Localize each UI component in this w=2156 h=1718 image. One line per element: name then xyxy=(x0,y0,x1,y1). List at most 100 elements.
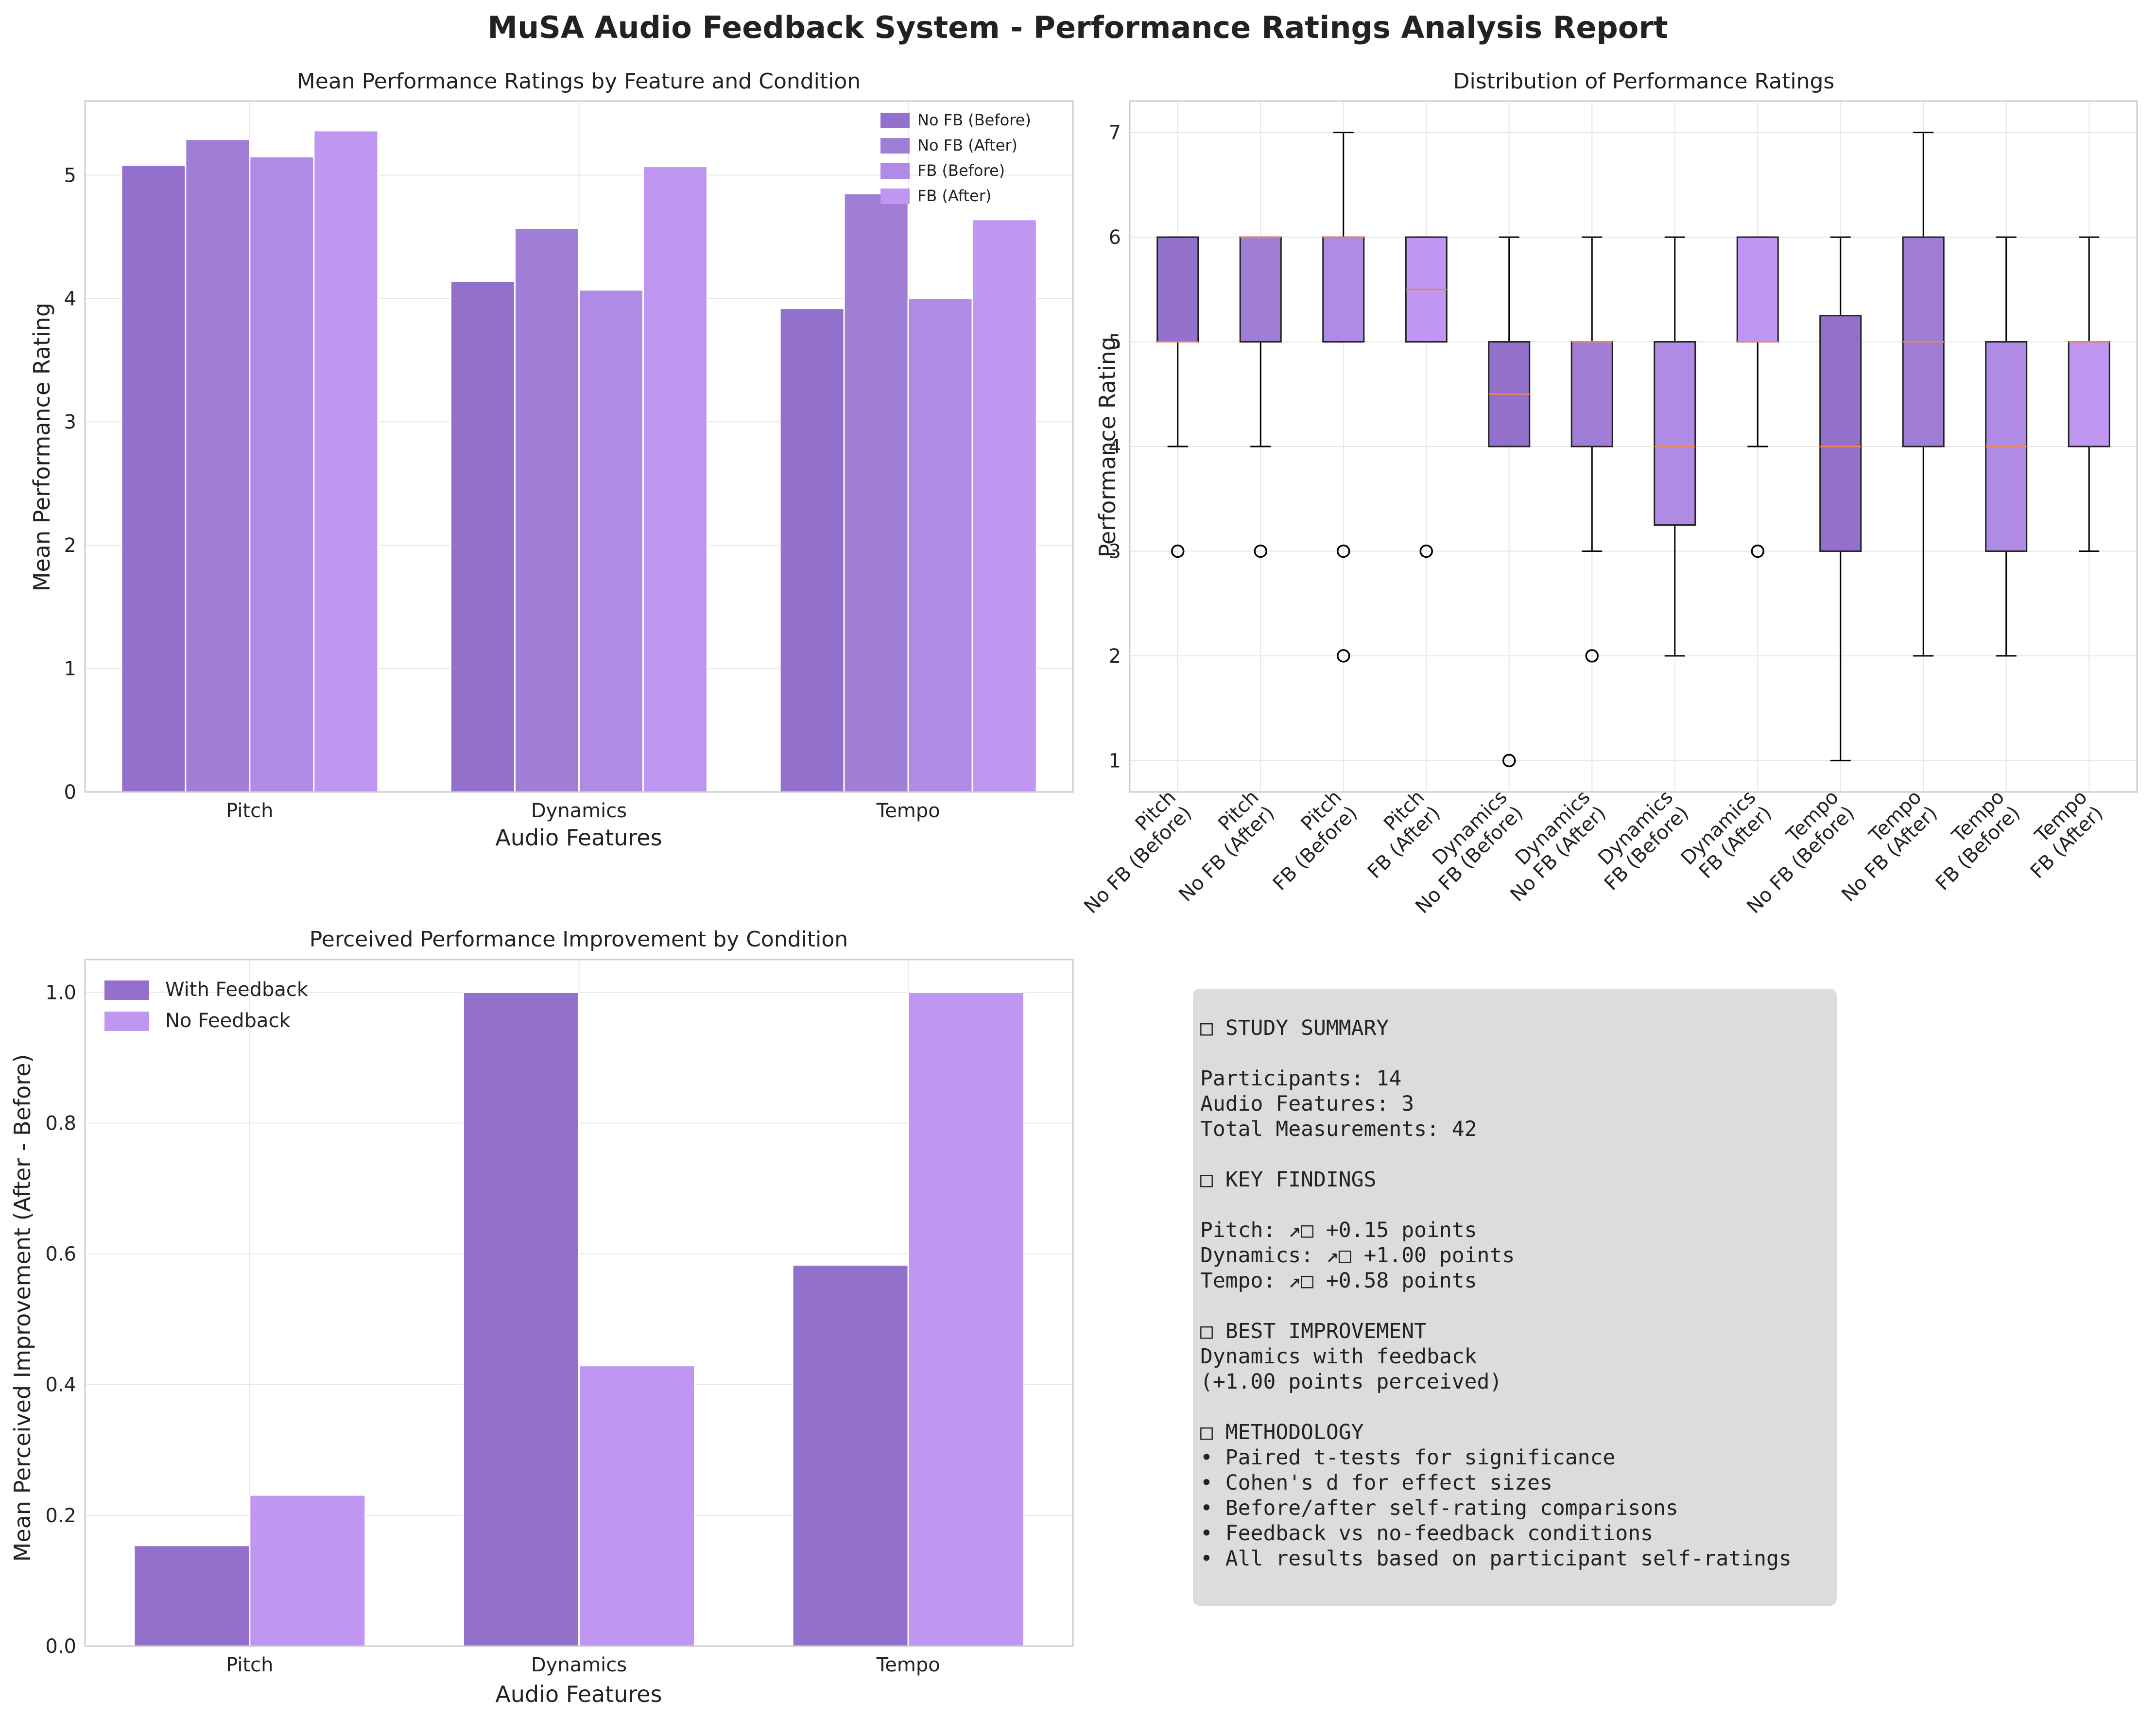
panel2-box xyxy=(1819,315,1862,552)
panel3-legend-label: With Feedback xyxy=(165,979,309,1001)
panel2-frame xyxy=(1129,100,2138,793)
panel1-bar xyxy=(971,219,1037,793)
summary-line xyxy=(1200,1293,1792,1319)
summary-line xyxy=(1200,1192,1792,1218)
panel2-outlier-point xyxy=(1171,544,1185,558)
summary-line: □ STUDY SUMMARY xyxy=(1200,1016,1389,1040)
summary-line: Tempo: ↗□ +0.58 points xyxy=(1200,1269,1477,1293)
panel2-title: Distribution of Performance Ratings xyxy=(1453,69,1835,94)
panel1-legend-swatch xyxy=(880,113,910,128)
panel2-outlier-point xyxy=(1419,544,1433,558)
panel3-bar xyxy=(792,1264,909,1647)
panel3-ytick-label: 0.8 xyxy=(45,1112,76,1134)
panel2-box xyxy=(1570,341,1613,447)
panel1-ytick-label: 0 xyxy=(64,781,76,804)
panel3-xtick-label: Tempo xyxy=(876,1654,940,1676)
ratings-distribution-box-plot: Distribution of Performance Ratings Perf… xyxy=(1064,69,2138,918)
panel1-bar xyxy=(249,155,315,793)
panel2-xtick-label: TempoFB (After) xyxy=(2010,786,2107,883)
panel2-ylabel: Performance Rating xyxy=(1094,337,1121,557)
panel2-box xyxy=(1736,236,1779,343)
panel3-title: Perceived Performance Improvement by Con… xyxy=(310,927,848,952)
panel1-frame xyxy=(84,100,1074,793)
summary-line: • Feedback vs no-feedback conditions xyxy=(1200,1521,1653,1546)
panel1-ytick-label: 2 xyxy=(64,534,76,557)
panel2-box xyxy=(1156,236,1199,343)
summary-line xyxy=(1200,1142,1792,1167)
panel1-ytick-label: 4 xyxy=(64,288,76,310)
panel2-box xyxy=(1654,341,1696,526)
panel3-bar xyxy=(907,991,1025,1647)
panel3-legend-swatch xyxy=(104,980,149,1000)
panel3-xtick-label: Pitch xyxy=(226,1654,273,1676)
figure-suptitle: MuSA Audio Feedback System - Performance… xyxy=(487,10,1668,45)
panel1-bar xyxy=(843,192,909,793)
panel3-ytick-label: 0.4 xyxy=(45,1374,76,1396)
summary-line: • Cohen's d for effect sizes xyxy=(1200,1471,1552,1495)
panel1-bar xyxy=(185,138,251,793)
panel3-bar xyxy=(463,991,580,1647)
summary-line: □ METHODOLOGY xyxy=(1200,1420,1364,1444)
panel2-xtick-label: PitchFB (After) xyxy=(1347,786,1445,883)
panel3-ytick-label: 1.0 xyxy=(45,981,76,1004)
summary-line: • Paired t-tests for significance xyxy=(1200,1445,1616,1470)
panel1-ytick-label: 1 xyxy=(64,658,76,680)
panel2-outlier-point xyxy=(1585,649,1599,663)
panel1-bar xyxy=(514,227,580,793)
panel2-ytick-label: 4 xyxy=(1109,436,1121,458)
panel2-outlier-point xyxy=(1502,754,1516,768)
panel1-legend-label: FB (After) xyxy=(917,187,991,205)
panel1-bar xyxy=(578,289,644,793)
panel1-xtick-label: Pitch xyxy=(226,800,273,822)
panel2-xtick-label: PitchFB (Before) xyxy=(1253,786,1362,895)
panel1-xtick-label: Tempo xyxy=(876,800,940,822)
panel2-box xyxy=(1239,236,1282,343)
panel2-ytick-label: 7 xyxy=(1109,122,1121,144)
perceived-improvement-bar-chart: Perceived Performance Improvement by Con… xyxy=(9,927,1074,1707)
summary-line: Audio Features: 3 xyxy=(1200,1092,1414,1116)
panel3-bar xyxy=(578,1365,695,1647)
panel2-outlier-point xyxy=(1337,649,1350,663)
summary-line: • Before/after self-rating comparisons xyxy=(1200,1496,1678,1520)
panel1-xlabel: Audio Features xyxy=(495,825,662,851)
panel3-frame xyxy=(84,959,1074,1647)
summary-line: Dynamics: ↗□ +1.00 points xyxy=(1200,1243,1515,1268)
panel2-ytick-label: 6 xyxy=(1109,226,1121,249)
summary-line: • All results based on participant self-… xyxy=(1200,1546,1792,1571)
panel1-legend-swatch xyxy=(880,189,910,204)
summary-line: □ BEST IMPROVEMENT xyxy=(1200,1319,1427,1343)
panel3-ylabel: Mean Perceived Improvement (After - Befo… xyxy=(9,1054,35,1562)
panel3-xlabel: Audio Features xyxy=(495,1681,662,1707)
panel3-bar xyxy=(249,1494,366,1647)
panel1-legend-label: No FB (Before) xyxy=(917,111,1031,129)
panel2-xtick-label: DynamicsFB (After) xyxy=(1676,786,1776,886)
summary-line: □ KEY FINDINGS xyxy=(1200,1168,1377,1192)
panel1-bar xyxy=(907,297,973,793)
panel1-legend-label: No FB (After) xyxy=(917,136,1018,155)
panel2-xtick-label: PitchNo FB (Before) xyxy=(1064,786,1196,918)
panel2-outlier-point xyxy=(1254,544,1267,558)
panel1-bar xyxy=(642,166,708,793)
panel3-ytick-label: 0.0 xyxy=(45,1635,76,1658)
panel1-legend-label: FB (Before) xyxy=(917,161,1005,180)
panel2-box xyxy=(1322,236,1365,343)
summary-line: Total Measurements: 42 xyxy=(1200,1117,1477,1141)
panel3-ytick-label: 0.6 xyxy=(45,1243,76,1266)
panel2-outlier-point xyxy=(1337,544,1350,558)
study-summary-text: □ STUDY SUMMARY Participants: 14 Audio Fea… xyxy=(1200,1015,1792,1571)
panel2-ytick-label: 5 xyxy=(1109,331,1121,354)
panel1-xtick-label: Dynamics xyxy=(531,800,627,822)
panel2-xtick-label: DynamicsFB (Before) xyxy=(1584,786,1693,895)
summary-line xyxy=(1200,1041,1792,1066)
summary-line xyxy=(1200,1394,1792,1420)
panel3-bar xyxy=(133,1545,251,1647)
panel1-bar xyxy=(450,280,516,793)
panel1-title: Mean Performance Ratings by Feature and … xyxy=(297,69,861,94)
panel2-box xyxy=(2068,341,2110,447)
panel1-bar xyxy=(779,308,845,793)
panel1-legend-swatch xyxy=(880,138,910,154)
summary-line: Participants: 14 xyxy=(1200,1066,1402,1091)
panel1-ytick-label: 5 xyxy=(64,164,76,187)
panel2-outlier-point xyxy=(1751,544,1764,558)
panel1-legend-swatch xyxy=(880,163,910,179)
